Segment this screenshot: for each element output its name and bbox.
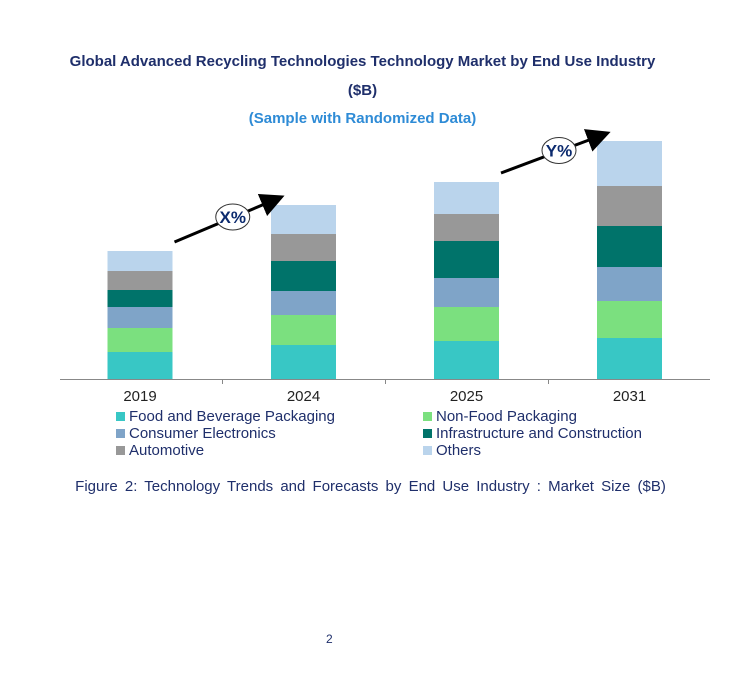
legend-item: Consumer Electronics: [116, 425, 276, 442]
bar-segment-2025-3: [434, 241, 499, 278]
x-tick-label: 2025: [450, 388, 483, 405]
bar-segment-2031-4: [597, 186, 662, 226]
bar-segment-2031-3: [597, 226, 662, 267]
bar-segment-2019-4: [107, 271, 173, 290]
bar-segment-2019-0: [107, 352, 173, 379]
legend-item: Automotive: [116, 442, 204, 459]
stacked-bar-chart: 2019 2024 2025 2031 X% Y%: [60, 129, 710, 405]
legend-swatch: [423, 446, 432, 455]
legend-swatch: [116, 429, 125, 438]
legend-swatch: [116, 446, 125, 455]
bar-segment-2024-4: [271, 234, 336, 261]
legend-label: Automotive: [129, 442, 205, 459]
bar-segment-2024-0: [271, 345, 336, 379]
bar-segment-2025-5: [434, 182, 499, 214]
x-tick-label: 2019: [123, 388, 156, 405]
bar-segment-2019-3: [107, 290, 173, 307]
bar-segment-2024-2: [271, 291, 336, 315]
bar-segment-2025-1: [434, 307, 499, 341]
bar-segment-2031-5: [597, 141, 662, 186]
legend-swatch: [423, 412, 432, 421]
legend-swatch: [423, 429, 432, 438]
legend-label: Non-Food Packaging: [436, 408, 577, 425]
bar-segment-2024-5: [271, 205, 336, 234]
figure-caption: Figure 2: Technology Trends and Forecast…: [75, 478, 666, 495]
legend-swatch: [116, 412, 125, 421]
bar-segment-2031-0: [597, 338, 662, 379]
chart-subtitle: (Sample with Randomized Data): [248, 110, 477, 127]
legend-label: Others: [436, 442, 482, 459]
legend-item: Others: [423, 442, 481, 459]
chart-title-line1: Global Advanced Recycling Technologies T…: [69, 53, 656, 70]
bar-segment-2025-0: [434, 341, 499, 379]
bar-segment-2031-1: [597, 301, 662, 338]
bar-segment-2019-1: [107, 328, 173, 352]
legend-item: Non-Food Packaging: [423, 408, 577, 425]
growth-label: X%: [220, 208, 246, 227]
growth-label-bubble: [541, 137, 577, 164]
bar-segment-2024-3: [271, 261, 336, 291]
legend-item: Food and Beverage Packaging: [116, 408, 335, 425]
bar-segment-2025-4: [434, 214, 499, 241]
chart-title-line2: ($B): [347, 82, 378, 99]
growth-label-bubble: [215, 203, 251, 231]
growth-label: Y%: [546, 142, 572, 161]
bar-segment-2019-5: [107, 251, 173, 271]
legend-item: Infrastructure and Construction: [423, 425, 642, 442]
legend-label: Food and Beverage Packaging: [129, 408, 335, 425]
legend-label: Infrastructure and Construction: [436, 425, 642, 442]
bar-segment-2031-2: [597, 267, 662, 301]
page-number: 2: [326, 632, 333, 646]
bar-segment-2025-2: [434, 278, 499, 307]
bar-segment-2024-1: [271, 315, 336, 345]
bar-segment-2019-2: [107, 307, 173, 328]
legend-label: Consumer Electronics: [129, 425, 276, 442]
x-tick-label: 2031: [613, 388, 646, 405]
x-tick-label: 2024: [287, 388, 320, 405]
